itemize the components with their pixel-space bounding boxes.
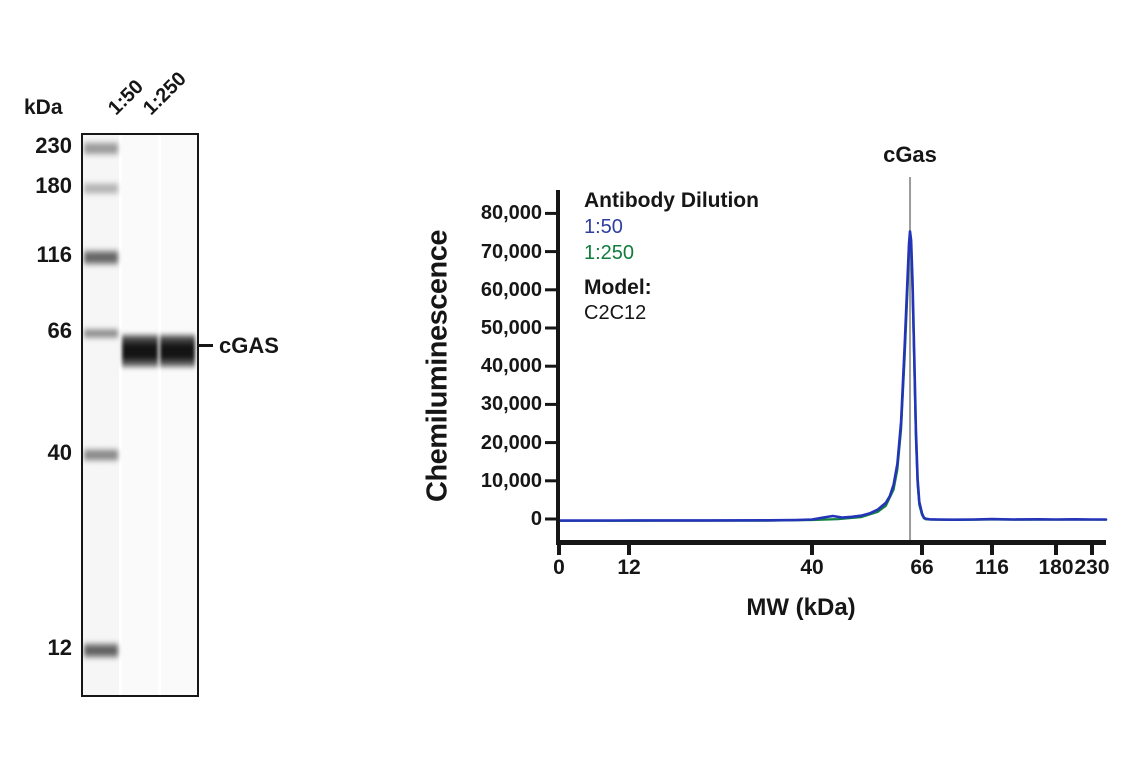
gel-lane-separator bbox=[158, 135, 161, 695]
legend-entry-dilution-2: 1:250 bbox=[584, 242, 635, 264]
curve-series-1:50 bbox=[557, 230, 1108, 522]
gel-ladder-band-66 bbox=[84, 326, 118, 340]
legend-model-value: C2C12 bbox=[584, 302, 647, 324]
x-tick-40 bbox=[810, 545, 814, 555]
x-tick-label-230: 230 bbox=[1074, 556, 1110, 579]
gel-marker-label-12: 12 bbox=[47, 635, 72, 660]
gel-ladder-lane-tint bbox=[83, 135, 119, 695]
gel-box bbox=[81, 133, 199, 697]
gel-marker-label-180: 180 bbox=[35, 173, 72, 198]
x-axis-title: MW (kDa) bbox=[746, 594, 856, 621]
y-tick-30000 bbox=[545, 402, 556, 406]
curves-group bbox=[557, 230, 1108, 522]
gel-marker-label-230: 230 bbox=[35, 133, 72, 158]
gel-marker-label-66: 66 bbox=[47, 318, 72, 343]
y-tick-label-30000: 30,000 bbox=[480, 393, 542, 416]
gel-ladder-band-40 bbox=[84, 447, 118, 463]
gel-sample-band-lane-2 bbox=[160, 332, 195, 370]
y-tick-10000 bbox=[545, 479, 556, 483]
x-tick-label-40: 40 bbox=[800, 556, 824, 579]
legend-model-label: Model: bbox=[584, 276, 652, 299]
y-axis-line bbox=[556, 190, 560, 545]
x-tick-66 bbox=[920, 545, 924, 555]
y-tick-label-40000: 40,000 bbox=[480, 355, 542, 378]
x-tick-label-66: 66 bbox=[910, 556, 934, 579]
x-tick-label-0: 0 bbox=[553, 556, 565, 579]
y-tick-label-10000: 10,000 bbox=[480, 469, 542, 492]
gel-kda-unit-label: kDa bbox=[24, 96, 63, 119]
legend-entry-dilution-1: 1:50 bbox=[584, 216, 623, 238]
legend-title: Antibody Dilution bbox=[584, 189, 759, 212]
gel-band-annotation: cGAS bbox=[219, 333, 279, 358]
y-tick-50000 bbox=[545, 326, 556, 330]
x-tick-116 bbox=[990, 545, 994, 555]
peak-marker-line-group bbox=[909, 177, 912, 540]
y-tick-80000 bbox=[545, 211, 556, 215]
y-axis-ticks bbox=[545, 211, 556, 521]
gel-sample-band-lane-1 bbox=[122, 332, 158, 370]
y-tick-label-50000: 50,000 bbox=[480, 317, 542, 339]
gel-ladder-band-180 bbox=[84, 180, 118, 196]
x-axis-line bbox=[556, 540, 1106, 545]
gel-ladder-band-116 bbox=[84, 247, 118, 267]
y-tick-label-20000: 20,000 bbox=[480, 431, 542, 454]
y-tick-label-80000: 80,000 bbox=[480, 202, 542, 225]
gel-lane-separator bbox=[119, 135, 122, 695]
band-pointer-line bbox=[198, 344, 213, 347]
y-tick-0 bbox=[545, 517, 556, 521]
gel-ladder-band-230 bbox=[84, 139, 118, 157]
x-tick-label-12: 12 bbox=[617, 556, 641, 579]
gel-marker-label-116: 116 bbox=[36, 242, 73, 267]
peak-marker-line bbox=[909, 177, 912, 540]
y-tick-40000 bbox=[545, 364, 556, 368]
x-tick-label-116: 116 bbox=[975, 556, 1009, 579]
x-tick-label-180: 180 bbox=[1038, 556, 1074, 579]
gel-marker-label-40: 40 bbox=[47, 440, 72, 465]
x-tick-12 bbox=[627, 545, 631, 555]
x-tick-0 bbox=[557, 545, 561, 555]
peak-label: cGas bbox=[883, 142, 937, 167]
x-tick-180 bbox=[1054, 545, 1058, 555]
y-tick-label-0: 0 bbox=[530, 508, 542, 530]
y-tick-70000 bbox=[545, 250, 556, 254]
y-tick-label-60000: 60,000 bbox=[480, 278, 542, 301]
x-axis-ticks bbox=[557, 545, 1094, 555]
y-tick-60000 bbox=[545, 288, 556, 292]
y-tick-label-70000: 70,000 bbox=[480, 240, 542, 263]
gel-ladder-band-12 bbox=[84, 640, 118, 660]
x-tick-230 bbox=[1090, 545, 1094, 555]
y-tick-20000 bbox=[545, 441, 556, 445]
